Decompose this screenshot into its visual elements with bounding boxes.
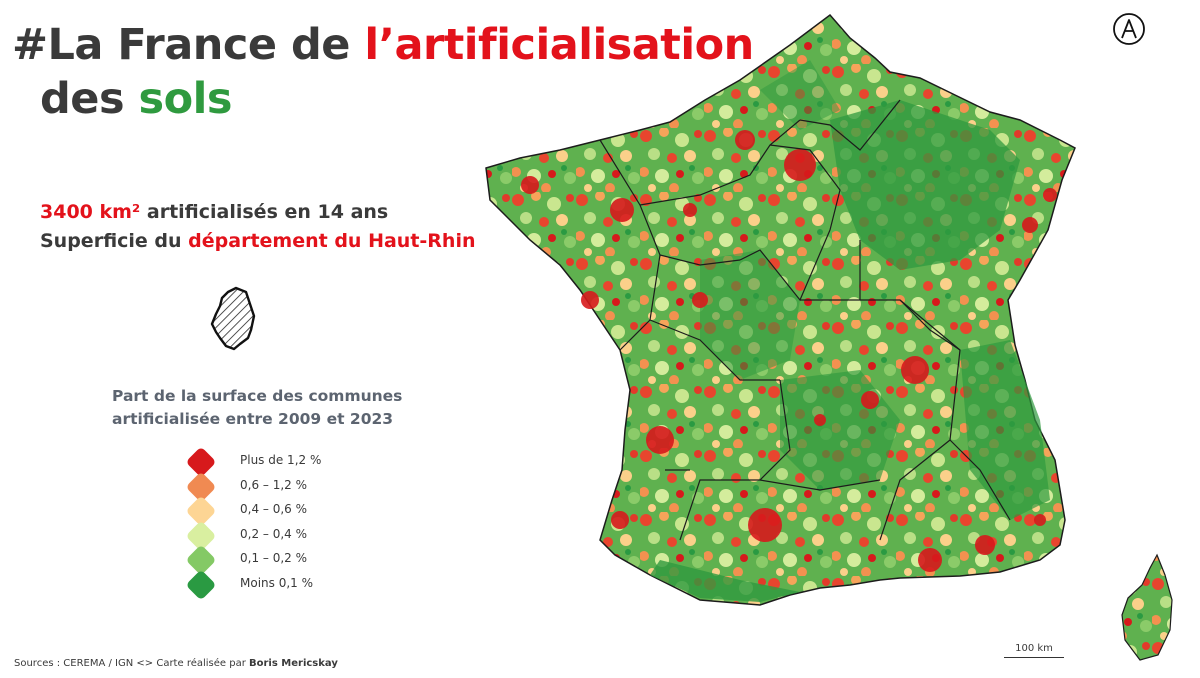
legend-title-line2: artificialisée entre 2009 et 2023 [112, 410, 394, 428]
title-sols: sols [138, 74, 233, 124]
stat-line1-rest: artificialisés en 14 ans [140, 201, 389, 223]
haut-rhin-shape-icon [210, 286, 256, 351]
legend-label: 0,6 – 1,2 % [240, 477, 308, 492]
title-part3: des [40, 74, 139, 124]
legend-title: Part de la surface des communes artifici… [112, 385, 432, 431]
page-title: #La France de l’artificialisation des so… [12, 18, 754, 126]
stat-block: 3400 km² artificialisés en 14 ans Superf… [40, 198, 475, 256]
title-part1: #La France de [12, 20, 365, 70]
zone-pyrenees [650, 560, 800, 602]
legend-label: Plus de 1,2 % [240, 453, 322, 467]
legend-label: Moins 0,1 % [240, 575, 314, 590]
title-artificialisation: l’artificialisation [364, 20, 754, 70]
title-line2: des sols [12, 72, 754, 126]
stat-departement: département du Haut-Rhin [188, 230, 476, 252]
legend-label: 0,1 – 0,2 % [240, 551, 308, 565]
author-name: Boris Mericskay [249, 658, 338, 669]
sources-text: Sources : CEREMA / IGN <> Carte réalisée… [14, 658, 249, 669]
region-borders [599, 99, 1011, 541]
legend-label: 0,2 – 0,4 % [240, 526, 308, 541]
legend-label: 0,4 – 0,6 % [240, 502, 308, 516]
stat-area: 3400 km² [40, 201, 141, 223]
scale-bar: 100 km [1004, 643, 1064, 658]
scale-label: 100 km [1015, 643, 1053, 654]
stat-line1: 3400 km² artificialisés en 14 ans [40, 198, 475, 227]
zone-champagne [760, 60, 840, 130]
stat-line2-start: Superficie du [40, 230, 189, 252]
zone-north-east [830, 100, 1020, 270]
scale-line [1004, 657, 1064, 658]
author-logo-icon [1113, 13, 1145, 45]
corsica-shape [1121, 553, 1173, 661]
zone-center [700, 250, 800, 380]
sources-credit: Sources : CEREMA / IGN <> Carte réalisée… [14, 658, 338, 669]
urban-hotspots [521, 130, 1057, 572]
stat-line2: Superficie du département du Haut-Rhin [40, 227, 475, 256]
legend-title-line1: Part de la surface des communes [112, 387, 403, 405]
